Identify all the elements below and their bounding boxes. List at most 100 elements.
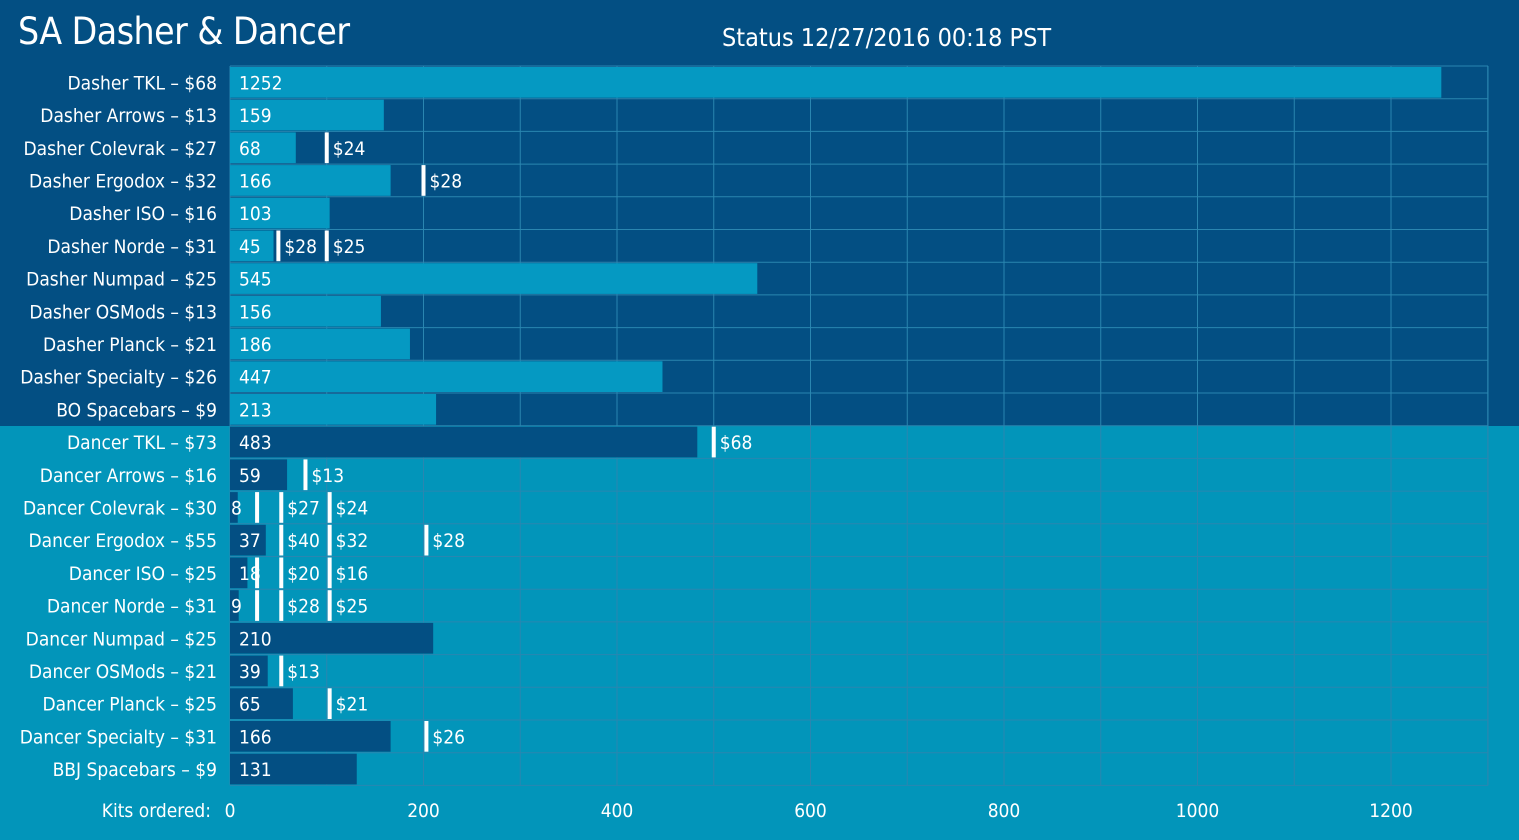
x-tick-label: 0 — [225, 800, 236, 822]
plot-row-background — [230, 393, 1488, 426]
price-break-marker — [324, 132, 329, 164]
value-label: 68 — [239, 138, 261, 160]
category-label: Dasher Colevrak – $27 — [23, 138, 217, 160]
bar — [230, 132, 296, 164]
bar — [230, 688, 293, 719]
category-label: Dancer OSMods – $21 — [29, 661, 217, 683]
price-break-marker — [279, 557, 284, 589]
category-label: Dancer Colevrak – $30 — [23, 497, 217, 519]
category-label: Dasher Arrows – $13 — [40, 105, 217, 127]
bar — [230, 590, 239, 621]
category-label: Dasher Ergodox – $32 — [29, 170, 217, 192]
price-break-marker — [279, 492, 284, 523]
plot-row-background — [230, 458, 1488, 492]
bar — [230, 328, 410, 360]
plot-row-background — [230, 327, 1488, 361]
value-label: 103 — [239, 203, 272, 225]
price-break-marker — [279, 590, 284, 621]
plot-row-background — [230, 294, 1488, 328]
price-break-marker — [327, 492, 332, 523]
value-label: 213 — [239, 399, 272, 421]
x-tick-label: 800 — [988, 800, 1021, 822]
category-label: Dancer TKL – $73 — [67, 432, 217, 454]
price-break-marker — [327, 688, 332, 719]
value-label: 131 — [239, 759, 272, 781]
category-label: Dasher Norde – $31 — [47, 236, 217, 258]
bar — [230, 197, 330, 229]
bar — [230, 230, 274, 262]
price-break-marker — [279, 655, 284, 687]
bar — [230, 459, 288, 491]
price-break-label: $21 — [336, 694, 369, 716]
price-break-label: $13 — [287, 661, 320, 683]
plot-row-background — [230, 491, 1488, 524]
plot-row-background — [230, 98, 1488, 132]
category-label: Dancer Norde – $31 — [47, 596, 217, 618]
price-break-marker — [327, 590, 332, 621]
x-axis-label: Kits ordered: — [102, 800, 211, 822]
price-break-label: $25 — [336, 596, 369, 618]
price-break-label: $13 — [311, 465, 344, 487]
value-label: 1252 — [239, 72, 283, 94]
price-break-label: $16 — [336, 563, 369, 585]
price-break-marker — [324, 230, 329, 262]
bar — [230, 263, 758, 294]
category-label: Dasher Numpad – $25 — [26, 269, 217, 291]
price-break-marker — [255, 492, 260, 523]
bar — [230, 492, 238, 523]
value-label: 210 — [239, 628, 272, 650]
plot-row-background — [230, 164, 1488, 197]
price-break-marker — [327, 557, 332, 589]
price-break-label: $28 — [432, 530, 465, 552]
price-break-label: $28 — [430, 170, 463, 192]
value-label: 65 — [239, 694, 261, 716]
plot-row-background — [230, 654, 1488, 688]
value-label: 39 — [239, 661, 261, 683]
value-label: 159 — [239, 105, 272, 127]
value-label: 45 — [239, 236, 261, 258]
price-break-label: $28 — [287, 596, 320, 618]
price-break-label: $24 — [336, 497, 369, 519]
value-label: 37 — [239, 530, 261, 552]
category-label: Dancer Ergodox – $55 — [29, 530, 218, 552]
plot-row-background — [230, 131, 1488, 165]
value-label: 8 — [231, 497, 242, 519]
price-break-marker — [255, 590, 260, 621]
bar — [230, 99, 384, 131]
price-break-label: $26 — [432, 726, 465, 748]
plot-row-background — [230, 556, 1488, 590]
price-break-label: $68 — [720, 432, 753, 454]
value-label: 59 — [239, 465, 261, 487]
category-label: Dasher TKL – $68 — [67, 72, 217, 94]
bar — [230, 67, 1442, 98]
price-break-label: $40 — [287, 530, 320, 552]
category-label: Dancer Specialty – $31 — [20, 726, 217, 748]
plot-row-background — [230, 621, 1488, 655]
price-break-marker — [424, 721, 429, 752]
plot-row-background — [230, 523, 1488, 557]
bar — [230, 622, 434, 654]
price-break-label: $20 — [287, 563, 320, 585]
x-tick-label: 600 — [794, 800, 827, 822]
value-label: 186 — [239, 334, 272, 356]
price-break-label: $28 — [284, 236, 317, 258]
price-break-label: $24 — [333, 138, 366, 160]
category-label: Dancer Planck – $25 — [42, 694, 217, 716]
price-break-marker — [276, 230, 281, 262]
price-break-marker — [711, 426, 716, 458]
plot-row-background — [230, 589, 1488, 622]
category-label: BO Spacebars – $9 — [56, 399, 217, 421]
bar — [230, 426, 698, 458]
x-tick-label: 200 — [407, 800, 440, 822]
value-label: 166 — [239, 726, 272, 748]
price-break-marker — [327, 524, 332, 556]
category-label: Dasher Planck – $21 — [43, 334, 217, 356]
x-tick-label: 400 — [601, 800, 634, 822]
value-label: 9 — [231, 596, 242, 618]
category-label: Dasher ISO – $16 — [69, 203, 217, 225]
value-label: 483 — [239, 432, 272, 454]
price-break-label: $32 — [336, 530, 369, 552]
bar — [230, 295, 381, 327]
